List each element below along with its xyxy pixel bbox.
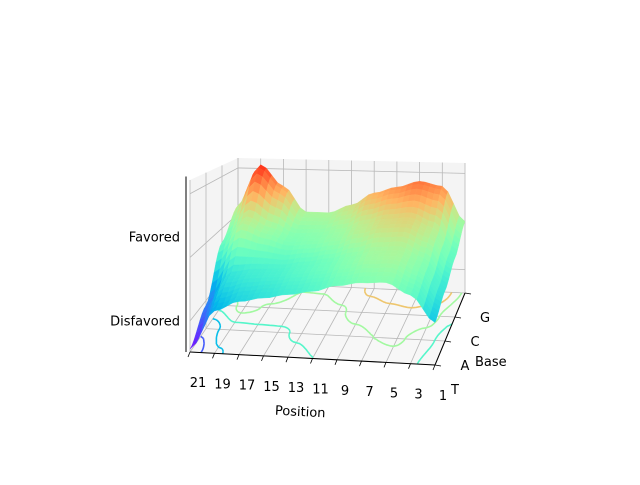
x-tick-label: 11: [312, 383, 329, 398]
x-tick-label: 19: [214, 377, 231, 392]
floor-pane: [190, 282, 465, 365]
axes-group: [185, 176, 472, 371]
grid-line-y: [205, 172, 446, 342]
x-tick-label: 21: [190, 376, 207, 391]
x-tick-label: 17: [239, 379, 256, 394]
z-tick-label: Favored: [129, 230, 180, 245]
x-tick-label: 3: [414, 388, 422, 403]
side-pane: [190, 158, 238, 352]
grid-line-z: [189, 167, 466, 195]
x-tick-mark: [359, 360, 362, 367]
y-axis-line: [434, 292, 466, 366]
contour-line: [200, 335, 205, 354]
x-tick-mark: [432, 364, 436, 371]
y-axis-label: Base: [475, 355, 507, 370]
x-tick-mark: [310, 358, 313, 364]
x-tick-mark: [285, 357, 289, 363]
x-tick-label: 1: [439, 389, 447, 404]
x-tick-label: 13: [288, 381, 305, 396]
x-tick-mark: [236, 354, 240, 360]
x-tick-mark: [261, 355, 264, 362]
y-tick-label: T: [450, 383, 459, 398]
x-tick-mark: [187, 351, 191, 358]
contour-line: [218, 309, 453, 365]
z-tick-label: Disfavored: [110, 315, 180, 330]
y-tick-label: C: [470, 335, 479, 350]
surface-patch: [428, 314, 437, 323]
x-tick-mark: [383, 362, 387, 368]
y-tick-mark: [454, 316, 462, 319]
y-tick-mark: [444, 340, 452, 343]
x-tick-label: 9: [341, 384, 349, 399]
x-axis-label: Position: [275, 404, 326, 422]
x-tick-label: 5: [390, 386, 398, 401]
surface-mesh: [189, 164, 466, 350]
x-tick-label: 7: [365, 385, 373, 400]
x-tick-mark: [212, 353, 215, 359]
y-tick-label: A: [461, 359, 470, 374]
x-tick-label: 15: [263, 380, 280, 395]
y-tick-mark: [464, 292, 472, 295]
contour-line: [212, 317, 224, 355]
y-tick-mark: [434, 364, 442, 367]
x-tick-mark: [334, 359, 338, 365]
y-tick-label: G: [480, 311, 490, 326]
x-tick-mark: [408, 363, 411, 369]
